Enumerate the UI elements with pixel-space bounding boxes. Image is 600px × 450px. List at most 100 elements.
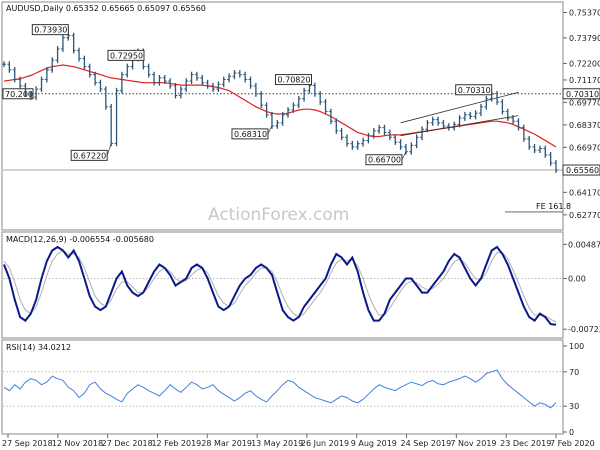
price-bar (34, 86, 39, 101)
price-bar (114, 87, 119, 147)
date-tick-label: 27 Dec 2018 (102, 439, 153, 448)
price-bar (339, 127, 344, 141)
price-bar (82, 55, 87, 70)
price-annotation-box (455, 84, 493, 96)
price-bar (93, 71, 98, 86)
price-bar (205, 79, 210, 89)
price-bar (50, 57, 55, 73)
rsi-y-tick-label: 100 (569, 342, 584, 351)
rsi-line (3, 369, 557, 409)
price-bar (119, 71, 124, 94)
date-tick-label: 12 Nov 2018 (52, 439, 103, 448)
price-bar (194, 71, 199, 81)
date-tick-label: 7 Feb 2020 (550, 439, 595, 448)
price-bar (157, 74, 162, 86)
macd-y-tick-label: 0.00 (568, 275, 586, 284)
price-bar (216, 81, 221, 92)
price-bar (77, 47, 82, 62)
price-annotation-box (274, 74, 312, 86)
price-bar (291, 102, 296, 113)
price-bar (387, 129, 392, 141)
date-tick-label: 24 Sep 2019 (401, 439, 452, 448)
macd-y-tick-label: 0.004876 (568, 240, 600, 249)
price-bar (232, 70, 237, 80)
level-left-label-box (2, 88, 34, 100)
date-tick-label: 26 Jun 2019 (301, 439, 349, 448)
price-bar (452, 121, 457, 131)
price-bar (473, 110, 478, 120)
last-price-label-text: 0.65560 (566, 166, 599, 175)
price-annotation: 0.70820 (274, 74, 312, 86)
price-bar (253, 83, 258, 97)
price-bar (87, 63, 92, 78)
macd-line (3, 245, 557, 326)
price-bar (371, 127, 376, 139)
price-bar (55, 46, 60, 64)
price-annotation-text: 0.72950 (110, 51, 143, 60)
price-bar (521, 124, 526, 142)
price-bar (468, 111, 473, 120)
price-annotation-box (31, 24, 69, 36)
price-bar (71, 32, 76, 54)
price-bar (211, 83, 216, 92)
price-bar (2, 61, 6, 68)
price-annotation-box (107, 49, 145, 61)
price-annotation: 0.67220 (70, 143, 112, 161)
price-annotation: 0.72950 (107, 49, 145, 61)
price-y-tick-label: 0.69770 (569, 98, 600, 107)
price-bar (554, 160, 558, 173)
rsi-y-tick-label: 0 (569, 428, 574, 437)
price-bar (243, 71, 248, 83)
price-bar (275, 119, 280, 129)
date-tick-label: 13 May 2019 (251, 439, 303, 448)
rsi-y-tick-label: 30 (569, 402, 579, 411)
price-bar (296, 95, 301, 109)
price-y-tick-label: 0.75370 (569, 9, 600, 18)
price-bar (484, 95, 489, 110)
price-bar (344, 134, 349, 147)
price-bar (350, 140, 355, 150)
price-bar (420, 126, 425, 141)
date-tick-label: 12 Feb 2019 (151, 439, 201, 448)
price-bar (146, 63, 151, 78)
price-bar (189, 71, 194, 84)
price-bar (152, 71, 157, 86)
price-bar (60, 34, 65, 52)
macd-signal-line (3, 249, 557, 323)
price-bar (500, 99, 505, 115)
price-bar (537, 145, 542, 154)
date-tick-label: 27 Sep 2018 (2, 439, 53, 448)
price-bar (109, 103, 114, 147)
rsi-header-label: RSI(14) 34.0212 (6, 343, 71, 352)
price-bar (425, 119, 430, 133)
price-annotation: 0.66700 (365, 151, 407, 166)
price-annotation: 0.68310 (231, 125, 273, 140)
fe-target-label: FE 161.8 (536, 202, 571, 211)
price-y-tick-label: 0.71170 (569, 76, 600, 85)
price-bar (44, 66, 49, 83)
price-bar (18, 76, 23, 89)
price-annotation: 0.70310 (455, 84, 493, 96)
price-bar (7, 61, 12, 73)
level-right-label-text: 0.70310 (566, 90, 599, 99)
price-annotation-box (70, 149, 108, 161)
level-left-label-text: 70.200 (5, 90, 33, 99)
price-bar (323, 99, 328, 115)
price-bar (462, 111, 467, 121)
price-bar (441, 119, 446, 129)
price-pane: 0.75370 0.73790 0.72200 0.71170 0.69770 0.683… (2, 9, 600, 220)
date-tick-label: 9 Aug 2019 (351, 439, 397, 448)
price-bar (103, 86, 108, 110)
price-bar (178, 86, 183, 99)
macd-pane: 0.004876 0.00 -0.007232 (3, 240, 600, 334)
price-bar (168, 78, 173, 89)
rsi-y-tick-label: 70 (569, 368, 579, 377)
price-bar (532, 144, 537, 154)
price-bar (125, 63, 130, 78)
price-bar (393, 134, 398, 145)
price-bar (377, 124, 382, 134)
price-bar (12, 66, 17, 83)
price-header-label: AUDUSD,Daily 0.65352 0.65665 0.65097 0.6… (6, 4, 206, 13)
macd-y-tick-label: -0.007232 (568, 325, 600, 334)
